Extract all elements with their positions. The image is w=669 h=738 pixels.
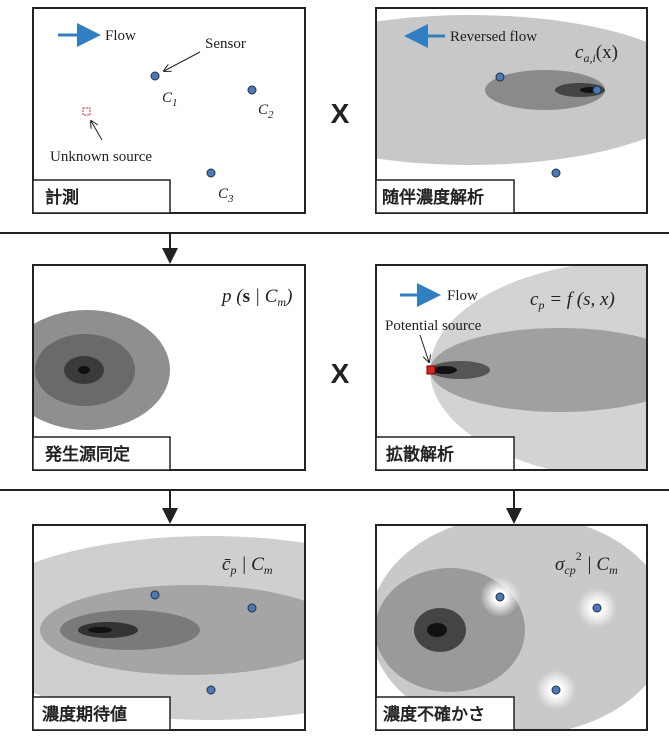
text-part: p [537, 298, 544, 312]
panel-label: 計測 [45, 187, 79, 208]
panel: Flow Potential source cp = f (s, x) 拡散解析 [376, 260, 669, 480]
unknown-label: Unknown source [50, 149, 152, 165]
text-part: m [264, 563, 273, 577]
sensor-name: C1 [162, 90, 178, 109]
panel-label: 拡散解析 [386, 444, 454, 465]
sensor-name: C2 [258, 102, 274, 121]
flow-label: Flow [105, 28, 136, 44]
text-part: | C [236, 554, 264, 575]
text-part: a,i [583, 51, 595, 65]
operator: X [331, 358, 350, 389]
flow-label: Reversed flow [450, 29, 537, 45]
text-part: m [609, 563, 618, 577]
formula: p (s | Cm) [220, 286, 292, 309]
operator: X [331, 98, 350, 129]
sensor-label: Sensor [205, 36, 246, 52]
text-part: (x) [596, 42, 618, 63]
formula: ca,i(x) [575, 42, 618, 65]
text-part: p ( [220, 286, 244, 307]
text-part: cp [564, 563, 575, 577]
source-label: Potential source [385, 318, 482, 334]
panel: σcp2 | Cm 濃度不確かさ [370, 515, 669, 733]
text-part: 2 [268, 109, 274, 121]
text-part: 3 [227, 193, 234, 205]
text-part: p [229, 563, 236, 577]
text-part: = f (s, x) [544, 289, 614, 310]
text-part: | C [582, 554, 610, 575]
sensor-name: C3 [218, 186, 234, 205]
panel: Flow Sensor C1 C2 C3 Unknown source 計測 [33, 8, 305, 213]
text-part: 1 [172, 97, 178, 109]
panel-label: 濃度不確かさ [383, 704, 485, 725]
panel-label: 発生源同定 [44, 444, 130, 465]
text-part: | C [250, 286, 278, 307]
text-part: m [277, 295, 286, 309]
panel-label: 随伴濃度解析 [382, 187, 484, 208]
text-part: ) [285, 286, 292, 307]
panel-label: 濃度期待値 [42, 704, 127, 725]
diagram: X X Flow Sensor C1 C2 C3 Unknown source … [0, 0, 669, 733]
text-part: s [243, 286, 250, 307]
panel: p (s | Cm) 発生源同定 [4, 265, 305, 470]
flow-label: Flow [447, 288, 478, 304]
